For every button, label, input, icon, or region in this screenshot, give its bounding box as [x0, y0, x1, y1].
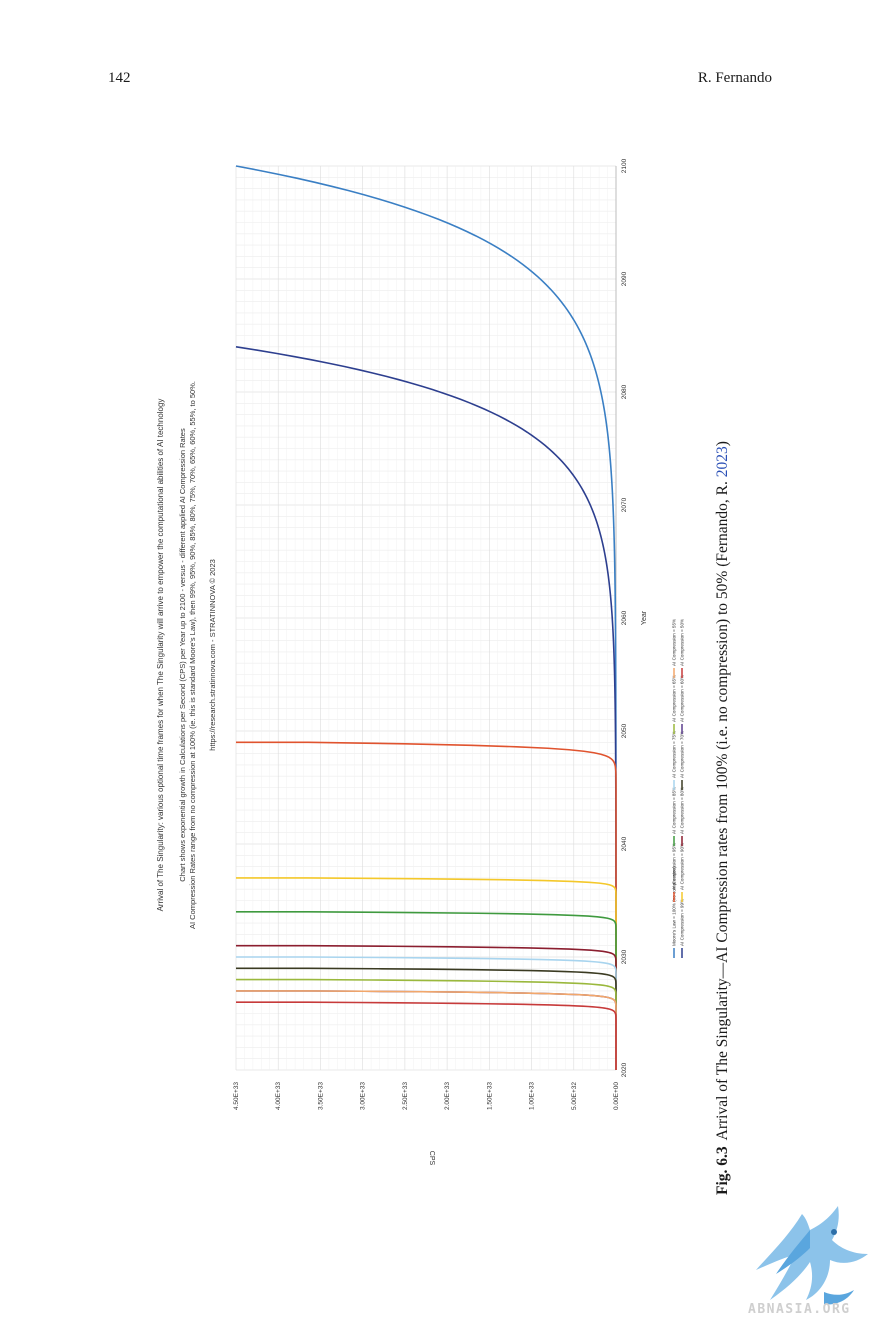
- legend-label: AI Compression = 95%: [672, 843, 677, 890]
- caption-text: Arrival of The Singularity—AI Compressio…: [714, 477, 731, 1141]
- dragon-logo-icon: [756, 1206, 868, 1305]
- legend-label: AI Compression = 60%: [680, 675, 685, 722]
- series-line: [236, 741, 617, 1070]
- page-number: 142: [108, 70, 131, 86]
- x-tick-label: 2040: [621, 836, 628, 851]
- chart-text: 2020 2030 2040 2050 2060 2070 2080 2090 2100 0.00…: [156, 158, 685, 1165]
- x-tick-label: 2100: [621, 158, 628, 173]
- chart-title-line: Chart shows exponential growth in Calcul…: [178, 428, 187, 882]
- caption-closing: ): [714, 441, 731, 447]
- series-line: [236, 967, 617, 1070]
- y-tick-label: 2.50E+33: [402, 1082, 409, 1110]
- caption-citation[interactable]: 2023: [714, 446, 731, 478]
- x-tick-label: 2080: [621, 384, 628, 399]
- y-tick-label: 4.00E+33: [275, 1082, 282, 1110]
- y-tick-label: 0.00E+00: [613, 1082, 620, 1110]
- y-tick-label: 1.50E+33: [486, 1082, 493, 1110]
- legend-label: AI Compression = 90%: [680, 843, 685, 890]
- y-tick-label: 1.00E+33: [529, 1082, 536, 1110]
- x-tick-label: 2030: [621, 949, 628, 964]
- y-tick-label: 2.00E+33: [444, 1082, 451, 1110]
- chart-title-line: Arrival of The Singularity: various opti…: [156, 399, 165, 912]
- legend-label: Moore's Law = 100% (no compression): [672, 866, 677, 946]
- legend-label: AI Compression = 50%: [680, 619, 685, 666]
- x-tick-label: 2060: [621, 610, 628, 625]
- series-line: [236, 944, 617, 1070]
- legend-label: AI Compression = 55%: [672, 619, 677, 666]
- x-tick-label: 2020: [621, 1062, 628, 1077]
- chart-series: [235, 165, 617, 1070]
- chart-title-line: AI Compression Rates range from no compr…: [188, 381, 197, 929]
- watermark-text: ABNASIA.ORG: [748, 1302, 851, 1317]
- series-line: [236, 877, 617, 1070]
- y-axis-title: CPS: [428, 1151, 435, 1166]
- y-tick-label: 3.50E+33: [317, 1082, 324, 1110]
- legend-label: AI Compression = 80%: [680, 787, 685, 834]
- figure-label: Fig. 6.3: [714, 1146, 731, 1195]
- y-tick-label: 4.50E+33: [233, 1082, 240, 1110]
- legend-label: AI Compression = 70%: [680, 731, 685, 778]
- x-tick-label: 2090: [621, 271, 628, 286]
- legend-label: AI Compression = 75%: [672, 731, 677, 778]
- chart-gridlines: [235, 165, 617, 1071]
- chart-title-line: https://research.stratinnova.com - STRAT…: [208, 559, 217, 751]
- legend-label: AI Compression = 99%: [680, 899, 685, 946]
- x-tick-label: 2050: [621, 723, 628, 738]
- series-line: [236, 1001, 617, 1070]
- legend-label: AI Compression = 85%: [672, 787, 677, 834]
- legend-label: AI Compression = 65%: [672, 675, 677, 722]
- x-tick-label: 2070: [621, 497, 628, 512]
- y-tick-label: 5.00E+32: [571, 1082, 578, 1110]
- running-head: R. Fernando: [697, 70, 772, 86]
- y-tick-label: 3.00E+33: [360, 1082, 367, 1110]
- x-axis-title: Year: [641, 610, 648, 625]
